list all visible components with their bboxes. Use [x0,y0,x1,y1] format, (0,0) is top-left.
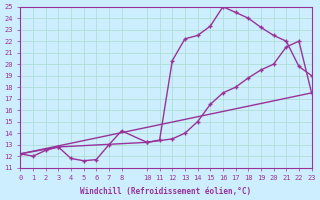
X-axis label: Windchill (Refroidissement éolien,°C): Windchill (Refroidissement éolien,°C) [80,187,252,196]
